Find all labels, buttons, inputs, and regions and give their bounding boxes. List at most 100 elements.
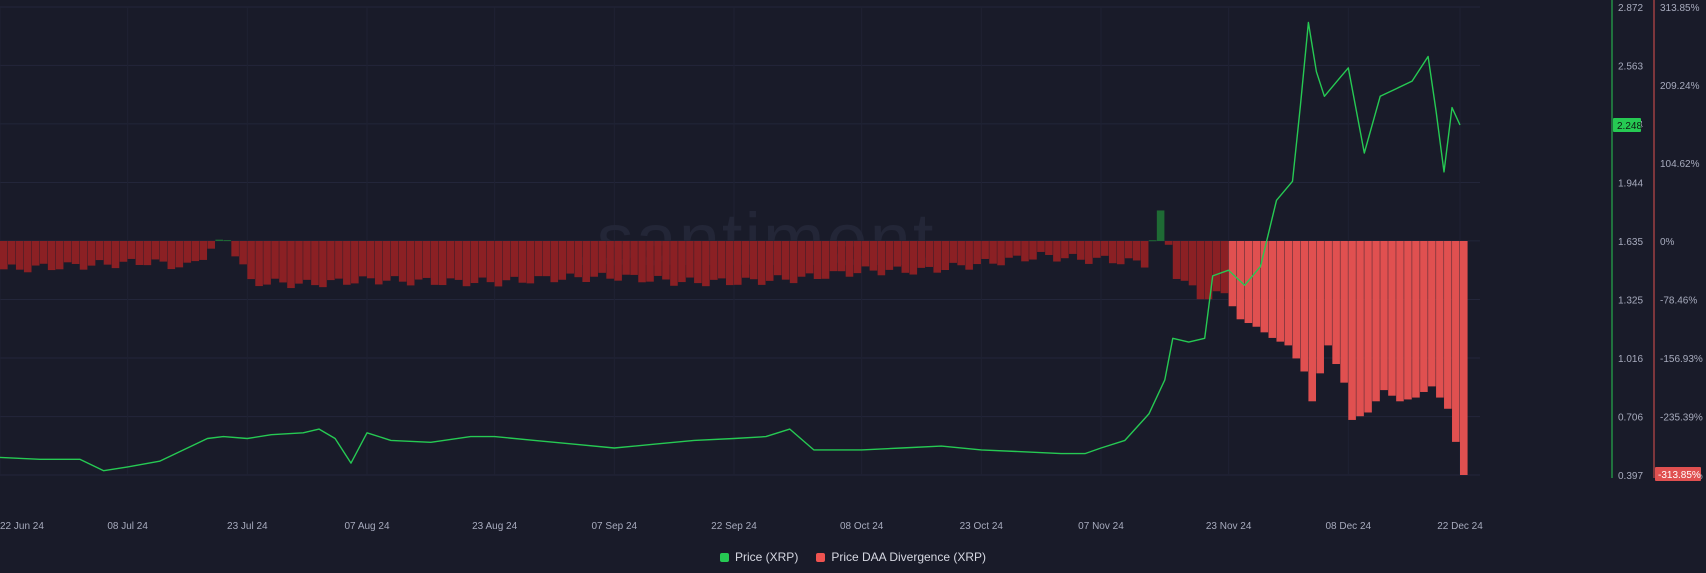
divergence-bar <box>757 241 766 285</box>
divergence-tick-label: 104.62% <box>1660 159 1700 170</box>
x-tick-label: 23 Jul 24 <box>227 521 268 532</box>
divergence-bar <box>797 241 806 277</box>
divergence-bar <box>135 241 144 265</box>
divergence-bar <box>1428 241 1436 387</box>
divergence-bar <box>1292 241 1301 359</box>
divergence-bar <box>534 241 543 277</box>
divergence-bar <box>1316 241 1324 374</box>
divergence-bar <box>821 241 830 279</box>
divergence-bar <box>981 241 989 259</box>
divergence-bar <box>1300 241 1309 372</box>
price-tick-label: 1.325 <box>1618 296 1643 307</box>
divergence-bar <box>773 241 782 276</box>
divergence-bar <box>159 241 168 262</box>
divergence-bar <box>614 241 622 281</box>
divergence-bar <box>287 241 295 289</box>
divergence-bar <box>1372 241 1380 402</box>
divergence-bar <box>622 241 630 275</box>
divergence-bar <box>989 241 997 264</box>
x-tick-label: 23 Oct 24 <box>960 521 1004 532</box>
divergence-bar <box>414 241 423 280</box>
divergence-bar <box>311 241 319 286</box>
divergence-bar <box>678 241 686 283</box>
legend-item-price[interactable]: Price (XRP) <box>719 550 798 564</box>
divergence-bar <box>1204 241 1213 300</box>
divergence-bar <box>406 241 415 286</box>
divergence-bar <box>949 241 957 263</box>
divergence-bar <box>965 241 973 270</box>
divergence-bar <box>127 241 136 259</box>
divergence-bar <box>71 241 80 264</box>
divergence-bar <box>231 241 239 257</box>
divergence-bar <box>327 241 335 281</box>
divergence-bar <box>247 241 255 280</box>
axes-layer <box>1611 0 1655 478</box>
current-price-badge <box>1613 117 1641 132</box>
divergence-bar <box>869 241 878 271</box>
divergence-bar <box>1412 241 1420 398</box>
divergence-bar <box>382 241 391 281</box>
divergence-bar <box>279 241 287 283</box>
divergence-bar <box>1356 241 1364 417</box>
divergence-bar <box>23 241 32 273</box>
divergence-bar <box>526 241 535 284</box>
divergence-bar <box>893 241 902 267</box>
divergence-bar <box>319 241 327 288</box>
divergence-bar <box>31 241 40 266</box>
divergence-bar <box>494 241 503 287</box>
divergence-tick-label: -235.39% <box>1660 413 1703 424</box>
divergence-bar <box>175 241 184 268</box>
divergence-bar <box>805 241 814 274</box>
x-tick-label: 08 Dec 24 <box>1326 521 1372 532</box>
divergence-bar <box>837 241 846 272</box>
divergence-bar <box>670 241 678 286</box>
divergence-bar <box>997 241 1005 266</box>
divergence-axis: 313.85% 209.24% 104.62% 0% -78.46% -156.93% -2… <box>1655 3 1703 482</box>
divergence-bar <box>885 241 894 270</box>
divergence-bar <box>566 241 575 274</box>
divergence-bar <box>1029 241 1037 260</box>
x-tick-label: 08 Jul 24 <box>107 521 148 532</box>
divergence-bar <box>7 241 16 265</box>
divergence-bar <box>1196 241 1205 300</box>
divergence-bar <box>510 241 519 277</box>
divergence-bar <box>15 241 24 270</box>
divergence-bar <box>87 241 96 266</box>
divergence-bar <box>638 241 646 283</box>
divergence-bar <box>343 241 351 285</box>
divergence-bar <box>446 241 455 279</box>
divergence-bar <box>255 241 263 287</box>
divergence-bar <box>813 241 822 279</box>
divergence-bar <box>598 241 606 273</box>
divergence-bar <box>502 241 511 281</box>
divergence-bar <box>1061 241 1069 259</box>
divergence-bar <box>1364 241 1372 413</box>
divergence-bar <box>1212 241 1221 292</box>
price-axis: 2.8722.5632.2541.9441.6351.3251.0160.706… <box>1613 3 1643 482</box>
divergence-bar <box>1252 241 1261 327</box>
legend-item-divergence[interactable]: Price DAA Divergence (XRP) <box>816 550 986 564</box>
divergence-tick-label: 209.24% <box>1660 81 1700 92</box>
divergence-bar <box>1132 241 1141 261</box>
divergence-bar <box>143 241 152 266</box>
divergence-bar <box>542 241 551 277</box>
divergence-bar <box>1260 241 1269 333</box>
legend-swatch-divergence <box>816 552 826 562</box>
divergence-bar <box>223 240 231 242</box>
divergence-bar <box>1284 241 1293 346</box>
divergence-bar <box>1244 241 1253 324</box>
legend: Price (XRP) Price DAA Divergence (XRP) <box>0 550 1706 564</box>
divergence-bar <box>1396 241 1404 402</box>
divergence-bar <box>1156 210 1165 241</box>
divergence-bar <box>1045 241 1053 255</box>
divergence-bar <box>853 241 862 274</box>
current-price-label: 2.248 <box>1617 121 1642 132</box>
divergence-bar <box>1021 241 1029 262</box>
divergence-bar <box>478 241 487 278</box>
x-tick-label: 22 Jun 24 <box>0 521 44 532</box>
divergence-bar <box>662 241 670 280</box>
divergence-bar <box>845 241 854 277</box>
divergence-bar <box>741 241 750 278</box>
legend-label-divergence: Price DAA Divergence (XRP) <box>831 550 987 564</box>
